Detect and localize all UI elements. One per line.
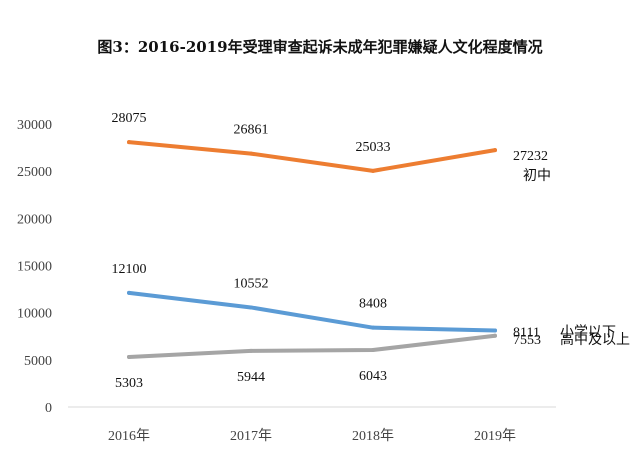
y-tick-label: 5000: [24, 354, 52, 369]
data-point: [249, 348, 253, 353]
data-label: 10552: [234, 276, 269, 291]
data-label: 5303: [115, 376, 143, 391]
x-tick-label: 2019年: [474, 428, 516, 444]
data-point: [493, 333, 497, 338]
data-point: [249, 151, 253, 156]
x-tick-label: 2018年: [352, 428, 394, 444]
series-line: [127, 333, 497, 359]
data-point: [371, 168, 375, 173]
data-point: [371, 347, 375, 352]
data-label: 25033: [356, 140, 391, 155]
y-tick-label: 30000: [17, 118, 52, 133]
data-point: [493, 328, 497, 333]
data-label: 7553: [513, 333, 541, 348]
data-label: 5944: [237, 370, 265, 385]
x-tick-label: 2016年: [108, 428, 150, 444]
data-label: 6043: [359, 369, 387, 384]
y-tick-label: 10000: [17, 307, 52, 322]
data-point: [127, 354, 131, 359]
y-tick-label: 0: [45, 401, 52, 416]
y-axis: 0 5000 10000 15000 20000 25000 30000: [17, 118, 52, 416]
data-labels: 28075 26861 25033 27232 12100 10552 8408 8111 53…: [112, 111, 631, 391]
x-axis: 2016年 2017年 2018年 2019年: [68, 406, 556, 444]
data-point: [371, 325, 375, 330]
series-line: [127, 290, 497, 333]
x-tick-label: 2017年: [230, 428, 272, 444]
data-point: [249, 305, 253, 310]
data-point: [127, 140, 131, 145]
data-label: 28075: [112, 111, 147, 126]
series-name-label: 高中及以上: [560, 331, 630, 348]
y-tick-label: 20000: [17, 212, 52, 227]
data-label: 26861: [234, 123, 269, 138]
data-label: 12100: [112, 262, 147, 277]
data-label: 8408: [359, 297, 387, 312]
chart-title: 图3：2016-2019年受理审查起诉未成年犯罪嫌疑人文化程度情况: [97, 38, 542, 56]
data-label: 27232: [513, 149, 548, 164]
data-point: [127, 290, 131, 295]
series-name-label: 小学以下: [560, 324, 616, 340]
data-point: [493, 148, 497, 153]
series-layer: [127, 140, 497, 359]
y-tick-label: 25000: [17, 165, 52, 180]
series-name-label: 初中: [523, 167, 551, 184]
series-line: [127, 140, 497, 173]
y-tick-label: 15000: [17, 260, 52, 275]
data-label: 8111: [513, 325, 540, 340]
